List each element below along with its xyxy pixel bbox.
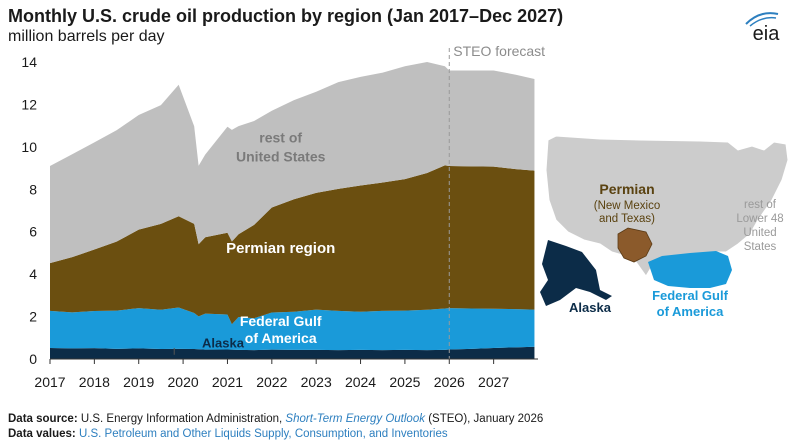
x-tick-label: 2022: [256, 374, 287, 390]
data-source-text-1: U.S. Energy Information Administration,: [80, 413, 283, 425]
y-tick-label: 8: [29, 181, 37, 197]
map-rest-label-4: States: [744, 241, 777, 253]
map-alaska-label: Alaska: [569, 300, 612, 315]
chart-subtitle: million barrels per day: [8, 28, 165, 45]
map-gulf-label-2: of America: [657, 304, 724, 319]
map-rest-label-1: rest of: [744, 199, 777, 211]
y-tick-label: 2: [29, 309, 37, 325]
map-permian-label: Permian: [599, 181, 654, 197]
gulf-series-label-2: of America: [245, 330, 317, 346]
chart-title: Monthly U.S. crude oil production by reg…: [8, 6, 564, 26]
rest-series-label-1: rest of: [259, 130, 302, 146]
x-tick-label: 2020: [168, 374, 199, 390]
alaska-area: [50, 346, 535, 359]
data-values-line: Data values: U.S. Petroleum and Other Li…: [8, 428, 448, 440]
forecast-label: STEO forecast: [453, 43, 545, 59]
gulf-area: [50, 307, 535, 351]
permian-map-region: [617, 227, 653, 263]
data-values-link[interactable]: U.S. Petroleum and Other Liquids Supply,…: [78, 428, 448, 440]
rest-of-us-area: [50, 62, 535, 264]
x-tick-label: 2026: [434, 374, 465, 390]
eia-logo: eia: [745, 12, 781, 44]
rest-series-label-2: United States: [236, 149, 326, 165]
data-source-label: Data source:: [8, 413, 78, 425]
x-tick-label: 2023: [301, 374, 332, 390]
map-permian-sub-2: and Texas): [599, 213, 655, 225]
data-values-label: Data values:: [8, 428, 76, 440]
logo-text: eia: [753, 23, 781, 44]
y-tick-label: 6: [29, 224, 37, 240]
steo-link[interactable]: Short-Term Energy Outlook: [285, 413, 425, 425]
map-gulf-label-1: Federal Gulf: [652, 288, 729, 303]
y-axis: 0 2 4 6 8 10 12 14: [21, 54, 37, 367]
y-tick-label: 10: [21, 139, 37, 155]
data-source-text-2: (STEO), January 2026: [428, 413, 544, 425]
area-layers: [50, 62, 535, 359]
map-rest-label-3: United: [743, 227, 776, 239]
y-tick-label: 14: [21, 54, 37, 70]
us-map-shape: [545, 135, 789, 277]
gulf-map-region: [648, 251, 732, 288]
gulf-series-label-1: Federal Gulf: [240, 313, 322, 329]
y-tick-label: 12: [21, 96, 37, 112]
x-axis: 2017 2018 2019 2020 2021 2022 2023 2024 2025 2026…: [34, 358, 538, 390]
permian-area: [50, 165, 535, 325]
x-tick-label: 2017: [34, 374, 65, 390]
x-tick-label: 2024: [345, 374, 376, 390]
y-tick-label: 4: [29, 266, 37, 282]
x-tick-label: 2025: [389, 374, 420, 390]
permian-series-label: Permian region: [226, 240, 335, 257]
x-tick-label: 2027: [478, 374, 509, 390]
x-tick-label: 2018: [79, 374, 110, 390]
alaska-series-label: Alaska: [202, 335, 245, 350]
y-tick-label: 0: [29, 351, 37, 367]
x-tick-label: 2019: [123, 374, 154, 390]
map-permian-sub-1: (New Mexico: [594, 200, 660, 212]
alaska-map-shape: [540, 240, 612, 306]
map-rest-label-2: Lower 48: [736, 213, 783, 225]
x-tick-label: 2021: [212, 374, 243, 390]
data-source-line: Data source: U.S. Energy Information Adm…: [8, 413, 543, 425]
